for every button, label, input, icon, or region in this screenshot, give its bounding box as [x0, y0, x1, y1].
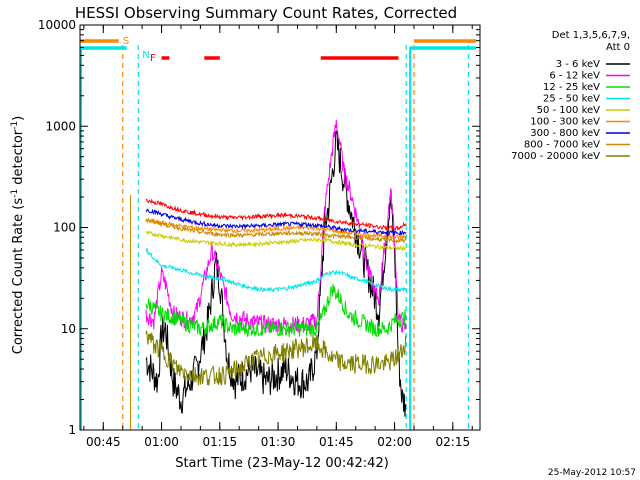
legend-label: 12 - 25 keV — [543, 82, 600, 93]
guide-lines — [80, 45, 469, 430]
x-tick-label: 01:00 — [144, 435, 179, 449]
y-tick-label: 10 — [61, 322, 76, 336]
legend-label: 7000 - 20000 keV — [511, 151, 600, 162]
x-tick-label: 01:15 — [203, 435, 238, 449]
x-tick-label: 00:45 — [86, 435, 121, 449]
series-6-12-kev — [145, 119, 407, 334]
legend-header: Det 1,3,5,6,7,9, — [552, 30, 630, 41]
chart-title: HESSI Observing Summary Count Rates, Cor… — [75, 4, 457, 22]
x-axis-label: Start Time (23-May-12 00:42:42) — [175, 456, 389, 471]
series-25-50-kev — [145, 247, 407, 293]
y-axis-label: Corrected Count Rate (s-1 detector-1) — [10, 116, 26, 354]
axes: 1 10 100 1000 10000 00:45 01:00 01:15 01:30 01:45… — [38, 18, 481, 449]
series-800-7000-kev — [145, 217, 407, 244]
x-tick-label: 02:00 — [377, 435, 412, 449]
series-lines — [145, 119, 407, 417]
x-tick-label: 02:15 — [436, 435, 471, 449]
legend-header: Att 0 — [606, 42, 630, 53]
y-tick-label: 1 — [68, 423, 76, 437]
status-flags: S N F — [80, 36, 477, 64]
legend-label: 3 - 6 keV — [556, 59, 600, 70]
legend-label: 300 - 800 keV — [530, 128, 600, 139]
x-tick-label: 01:45 — [319, 435, 354, 449]
series-flare — [145, 198, 407, 232]
legend-label: 100 - 300 keV — [530, 117, 600, 128]
night-flag-label: N — [142, 50, 149, 61]
series-50-100-kev — [145, 230, 407, 252]
series-300-800-kev — [145, 208, 407, 236]
x-tick-label: 01:30 — [261, 435, 296, 449]
saa-flag-label: S — [123, 36, 129, 47]
y-tick-label: 100 — [53, 221, 76, 235]
flare-flag-label: F — [150, 53, 156, 64]
series-7000-20000-kev — [145, 330, 407, 386]
legend-label: 50 - 100 keV — [537, 105, 601, 116]
y-tick-label: 10000 — [38, 18, 76, 32]
series-12-25-kev — [145, 283, 407, 338]
legend-label: 6 - 12 keV — [549, 71, 600, 82]
legend-label: 800 - 7000 keV — [524, 140, 600, 151]
timestamp: 25-May-2012 10:57 — [548, 468, 636, 478]
plot-frame — [79, 24, 481, 431]
legend-label: 25 - 50 keV — [543, 94, 600, 105]
y-tick-label: 1000 — [45, 119, 76, 133]
